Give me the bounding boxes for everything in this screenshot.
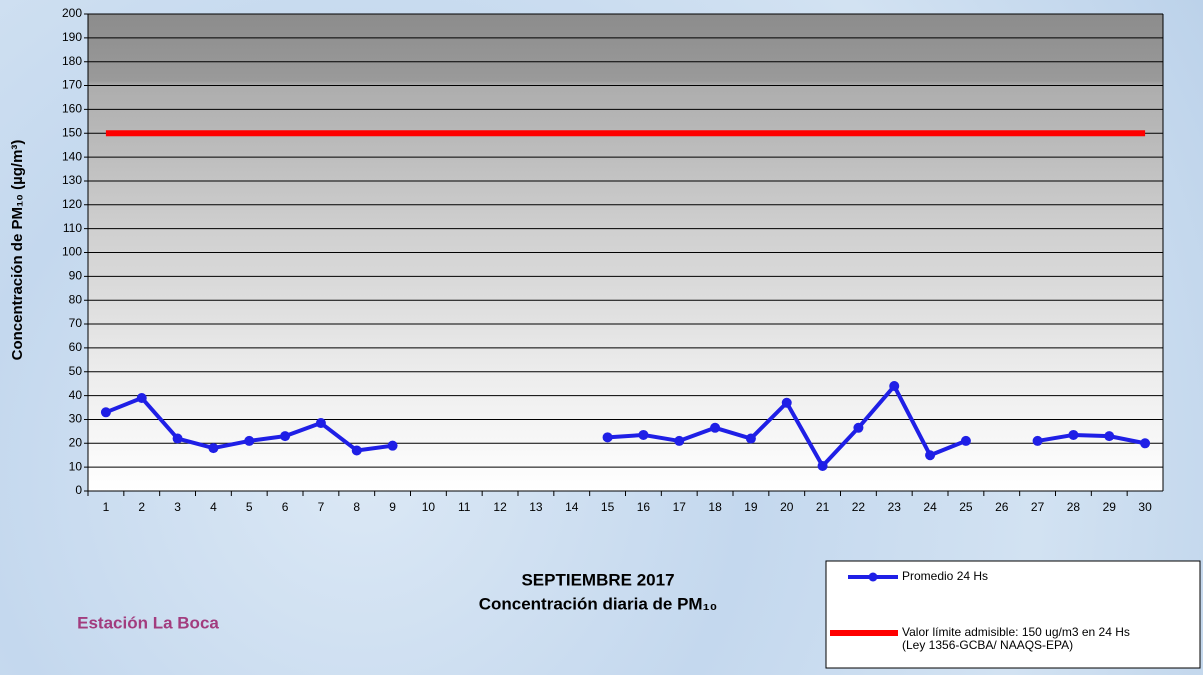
x-tick-label: 8	[353, 500, 360, 514]
y-tick-label: 170	[62, 78, 82, 92]
y-tick-label: 0	[75, 483, 82, 497]
x-tick-label: 11	[458, 500, 471, 514]
data-point	[961, 436, 971, 446]
data-point	[1104, 431, 1114, 441]
x-tick-label: 5	[246, 500, 253, 514]
y-tick-label: 50	[69, 364, 83, 378]
y-tick-label: 200	[62, 6, 82, 20]
data-point	[1068, 430, 1078, 440]
chart: Concentración de PM₁₀ (µg/m³) SEPTIEMBRE…	[0, 0, 1203, 675]
station-label: Estación La Boca	[77, 613, 219, 632]
x-tick-label: 27	[1031, 500, 1045, 514]
x-tick-label: 29	[1103, 500, 1117, 514]
data-point	[603, 432, 613, 442]
x-tick-label: 15	[601, 500, 615, 514]
x-tick-label: 17	[673, 500, 687, 514]
x-tick-label: 23	[888, 500, 902, 514]
y-tick-label: 20	[69, 435, 83, 449]
data-point	[710, 423, 720, 433]
data-point	[208, 443, 218, 453]
chart-title: SEPTIEMBRE 2017	[521, 570, 674, 589]
x-tick-label: 9	[389, 500, 396, 514]
data-point	[889, 381, 899, 391]
y-tick-label: 120	[62, 197, 82, 211]
y-tick-label: 30	[69, 412, 83, 426]
y-tick-label: 130	[62, 173, 82, 187]
y-tick-label: 110	[63, 221, 82, 235]
page: Concentración de PM₁₀ (µg/m³) SEPTIEMBRE…	[0, 0, 1203, 675]
x-tick-label: 21	[816, 500, 830, 514]
x-tick-label: 18	[708, 500, 722, 514]
y-tick-label: 80	[69, 292, 83, 306]
data-point	[782, 398, 792, 408]
legend-label: Promedio 24 Hs	[902, 569, 988, 583]
data-point	[352, 445, 362, 455]
y-tick-label: 160	[62, 102, 82, 116]
data-point	[316, 418, 326, 428]
x-tick-label: 30	[1138, 500, 1152, 514]
x-tick-label: 24	[923, 500, 937, 514]
y-tick-label: 40	[69, 388, 83, 402]
x-tick-label: 12	[493, 500, 507, 514]
x-tick-label: 25	[959, 500, 973, 514]
y-tick-label: 180	[62, 54, 82, 68]
y-tick-label: 190	[62, 30, 82, 44]
x-tick-label: 7	[318, 500, 325, 514]
chart-title: Concentración diaria de PM₁₀	[479, 594, 718, 613]
data-point	[137, 393, 147, 403]
y-tick-label: 70	[69, 316, 83, 330]
data-point	[638, 430, 648, 440]
y-tick-label: 60	[69, 340, 83, 354]
y-tick-label: 150	[62, 125, 82, 139]
legend-marker	[869, 573, 878, 582]
data-point	[853, 423, 863, 433]
x-tick-label: 26	[995, 500, 1009, 514]
data-point	[818, 461, 828, 471]
x-tick-label: 10	[422, 500, 436, 514]
data-point	[280, 431, 290, 441]
y-axis-title: Concentración de PM₁₀ (µg/m³)	[9, 140, 26, 361]
y-tick-label: 10	[69, 459, 83, 473]
data-point	[388, 441, 398, 451]
data-point	[746, 434, 756, 444]
data-point	[1033, 436, 1043, 446]
y-tick-label: 90	[69, 269, 83, 283]
data-point	[173, 434, 183, 444]
data-point	[925, 450, 935, 460]
x-tick-label: 14	[565, 500, 579, 514]
x-tick-label: 3	[174, 500, 181, 514]
data-point	[674, 436, 684, 446]
x-tick-label: 4	[210, 500, 217, 514]
x-tick-label: 20	[780, 500, 794, 514]
x-tick-label: 2	[138, 500, 145, 514]
x-tick-label: 19	[744, 500, 758, 514]
x-tick-label: 6	[282, 500, 289, 514]
x-tick-label: 13	[529, 500, 543, 514]
y-tick-label: 140	[62, 149, 82, 163]
x-tick-label: 16	[637, 500, 651, 514]
y-tick-label: 100	[62, 245, 82, 259]
data-point	[244, 436, 254, 446]
data-point	[1140, 438, 1150, 448]
data-point	[101, 407, 111, 417]
x-tick-label: 1	[103, 500, 110, 514]
x-tick-label: 28	[1067, 500, 1081, 514]
x-tick-label: 22	[852, 500, 866, 514]
